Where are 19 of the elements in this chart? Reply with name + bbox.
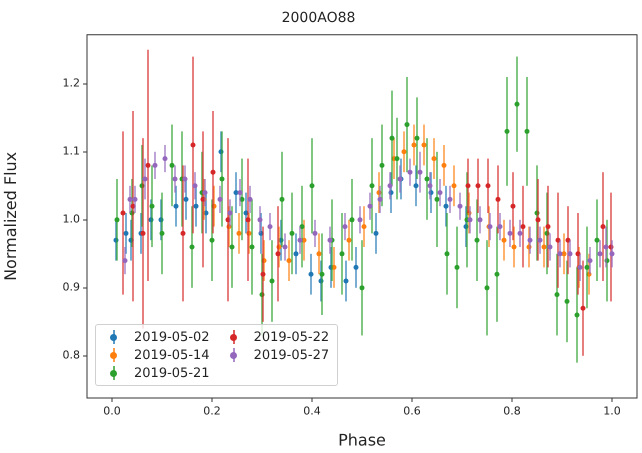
chart-title: 2000AO88 (282, 10, 356, 26)
x-tick-label: 0.8 (503, 404, 521, 418)
y-tick-label: 0.9 (62, 280, 80, 294)
legend-label: 2019-05-21 (134, 366, 210, 380)
x-tick-label: 0.0 (103, 404, 121, 418)
x-tick-label: 0.4 (303, 404, 321, 418)
x-tick-label: 1.0 (603, 404, 621, 418)
x-axis-title: Phase (338, 430, 386, 450)
y-tick-label: 0.8 (62, 348, 80, 362)
legend-label: 2019-05-22 (254, 330, 330, 344)
legend-label: 2019-05-14 (134, 348, 210, 362)
y-tick-label: 1.0 (62, 212, 80, 226)
y-axis-title: Normalized Flux (0, 152, 20, 281)
x-tick-label: 0.2 (203, 404, 221, 418)
y-tick-label: 1.1 (62, 144, 80, 158)
legend-label: 2019-05-02 (134, 330, 210, 344)
x-tick-label: 0.6 (403, 404, 421, 418)
y-tick-label: 1.2 (62, 76, 80, 90)
legend-label: 2019-05-27 (254, 348, 330, 362)
